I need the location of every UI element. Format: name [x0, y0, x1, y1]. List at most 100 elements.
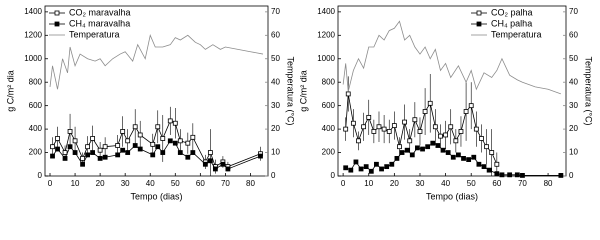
legend-label: CH₄ palha	[491, 18, 532, 28]
y-tick-label: 1000	[317, 54, 335, 63]
data-point	[120, 129, 126, 134]
y-tick-label: 600	[29, 101, 43, 110]
data-point	[409, 152, 415, 158]
y-tick-label: 1400	[317, 7, 335, 16]
data-point	[67, 144, 73, 150]
data-point	[172, 140, 178, 146]
x-axis-label: Tempo (dias)	[130, 191, 182, 201]
data-point	[132, 143, 138, 148]
x-tick-label: 80	[246, 179, 255, 188]
data-point	[55, 136, 60, 141]
data-point	[386, 129, 392, 134]
data-point	[494, 161, 500, 167]
data-point	[486, 167, 492, 173]
data-point	[453, 138, 459, 144]
data-point	[450, 154, 456, 160]
data-point	[72, 138, 78, 144]
data-point	[172, 120, 178, 126]
data-point	[358, 166, 364, 172]
data-point	[137, 132, 143, 138]
x-tick-label: 40	[146, 179, 155, 188]
data-point	[481, 164, 487, 170]
data-point	[350, 120, 356, 126]
data-point	[207, 150, 213, 155]
data-point	[85, 144, 90, 150]
data-point	[440, 147, 446, 153]
data-point	[391, 123, 397, 128]
data-point	[202, 161, 208, 167]
figure: 0 10 20 30 40 50 60 70 8002004006008001000120014…	[5, 5, 594, 201]
x-tick-label: 0	[341, 179, 346, 188]
series-line	[49, 33, 264, 90]
data-point	[353, 159, 359, 165]
data-point	[132, 124, 138, 130]
y2-tick-label: 60	[569, 30, 578, 39]
data-point	[177, 138, 183, 144]
y2-tick-label: 40	[271, 77, 280, 86]
data-point	[102, 144, 108, 150]
data-point	[394, 156, 400, 161]
data-point	[435, 143, 441, 148]
data-point	[55, 146, 60, 152]
data-point	[190, 150, 196, 155]
data-point	[507, 172, 513, 178]
data-point	[125, 138, 131, 144]
data-point	[476, 161, 482, 167]
data-point	[356, 138, 361, 144]
legend-marker	[476, 10, 482, 16]
plot-frame	[337, 5, 567, 177]
data-point	[484, 144, 489, 150]
data-point	[420, 146, 425, 152]
data-point	[479, 136, 484, 141]
data-point	[97, 147, 103, 153]
y-tick-label: 800	[322, 77, 336, 86]
x-tick-label: 20	[390, 179, 399, 188]
data-point	[115, 143, 121, 148]
data-point	[150, 152, 156, 158]
data-point	[190, 134, 196, 140]
x-tick-label: 50	[171, 179, 180, 188]
y-tick-label: 0	[38, 171, 43, 180]
y2-tick-label: 0	[569, 171, 574, 180]
y2-tick-label: 10	[271, 148, 280, 157]
data-point	[389, 161, 395, 167]
y-tick-label: 400	[29, 124, 43, 133]
data-point	[458, 129, 464, 134]
data-point	[155, 124, 161, 130]
data-point	[212, 166, 218, 172]
data-point	[120, 147, 126, 153]
data-point	[425, 144, 431, 150]
legend-label: Temperatura	[491, 29, 542, 39]
y-tick-label: 600	[322, 101, 336, 110]
data-point	[468, 103, 474, 109]
data-point	[520, 173, 525, 178]
y2-tick-label: 10	[569, 148, 578, 157]
data-point	[412, 117, 418, 123]
data-point	[422, 109, 428, 114]
x-tick-label: 20	[96, 179, 105, 188]
x-tick-label: 70	[518, 179, 527, 188]
data-point	[102, 154, 108, 160]
x-tick-label: 30	[416, 179, 425, 188]
data-point	[432, 124, 438, 130]
data-point	[427, 100, 433, 106]
legend-marker	[476, 21, 482, 27]
data-point	[404, 147, 410, 153]
y-tick-label: 1400	[24, 7, 42, 16]
y-tick-label: 400	[322, 124, 336, 133]
y2-tick-label: 20	[569, 124, 578, 133]
y2-tick-label: 0	[271, 171, 276, 180]
y-tick-label: 200	[322, 148, 336, 157]
legend-marker	[54, 10, 60, 16]
data-point	[363, 164, 369, 170]
y2-tick-label: 50	[271, 54, 280, 63]
x-tick-label: 70	[221, 179, 230, 188]
data-point	[207, 158, 213, 164]
data-point	[402, 119, 408, 125]
x-tick-label: 40	[441, 179, 450, 188]
data-point	[72, 150, 78, 155]
data-point	[397, 144, 402, 150]
data-point	[494, 171, 500, 177]
y2-tick-label: 70	[569, 7, 578, 16]
legend-label: CO₂ palha	[491, 7, 533, 17]
